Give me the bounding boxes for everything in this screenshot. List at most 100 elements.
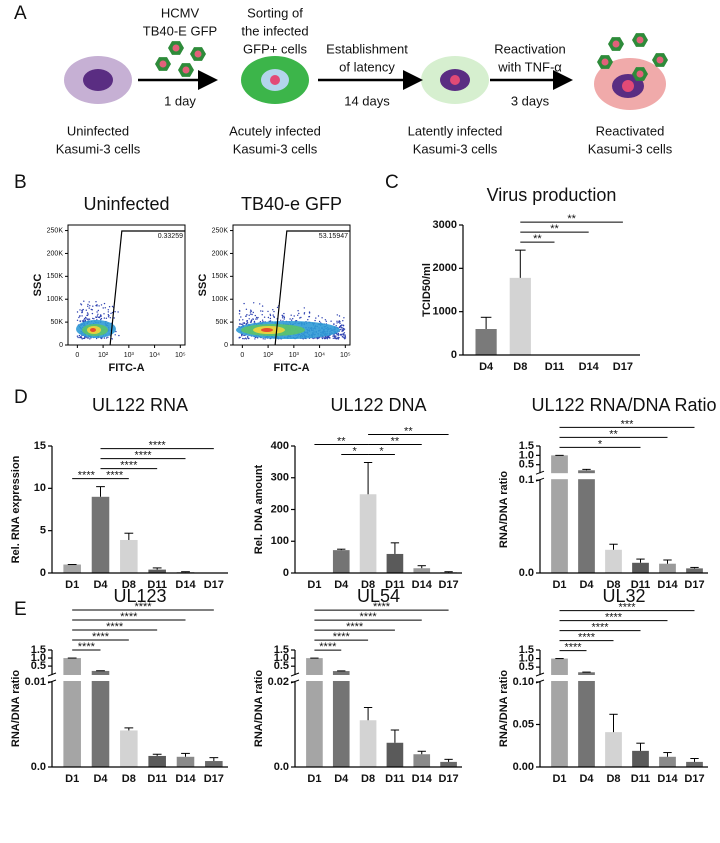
bar (359, 494, 377, 573)
significance-label: **** (319, 641, 337, 653)
y-tick-label: 1.5 (519, 644, 534, 656)
event (107, 311, 110, 313)
cell-label: Kasumi-3 cells (413, 141, 498, 156)
x-tick-label: D17 (613, 361, 633, 373)
cell-label: Kasumi-3 cells (588, 141, 673, 156)
event (95, 337, 98, 340)
event (341, 324, 343, 326)
cell-label: Uninfected (67, 123, 129, 138)
significance-label: **** (360, 611, 378, 623)
event (88, 307, 90, 309)
bar (413, 754, 431, 767)
x-tick-label: D8 (361, 773, 375, 785)
event (328, 335, 330, 337)
y-tick-label: 1.0 (519, 449, 534, 461)
bar (148, 755, 166, 767)
y-tick-label: 5 (40, 525, 46, 537)
event (261, 314, 263, 316)
y-tick-label: 1000 (433, 306, 457, 318)
event (259, 303, 261, 305)
viral-genome (450, 75, 460, 85)
axis-break-gap (532, 473, 710, 480)
chart-title: UL122 RNA (92, 395, 188, 415)
event (107, 314, 110, 316)
x-tick-label: 10⁵ (340, 352, 351, 359)
event (243, 334, 245, 337)
y-tick-label: 0.0 (519, 567, 534, 579)
event (342, 320, 344, 322)
event (242, 319, 244, 321)
x-tick-label: D11 (385, 773, 405, 785)
event (252, 311, 254, 314)
event (326, 336, 329, 339)
event (341, 330, 343, 333)
y-tick-label: 0.1 (519, 474, 534, 486)
cell-label: Acutely infected (229, 123, 321, 138)
x-tick-label: 10² (98, 352, 109, 359)
event (340, 333, 342, 336)
virion-core (601, 58, 609, 66)
event (242, 337, 244, 340)
y-tick-label: 0 (283, 567, 289, 579)
x-tick-label: D17 (204, 579, 224, 591)
event (261, 305, 264, 307)
event (89, 305, 91, 307)
virion-core (656, 56, 664, 64)
density-region (261, 328, 273, 332)
event (250, 310, 253, 312)
event (100, 314, 102, 316)
significance-label: **** (564, 641, 582, 653)
x-tick-label: D8 (606, 579, 620, 591)
cell-label: Latently infected (408, 123, 503, 138)
event (312, 337, 314, 340)
event (260, 310, 262, 312)
y-tick-label: 0.5 (274, 660, 289, 672)
axis-break-mark (47, 672, 57, 677)
x-tick-label: 10³ (124, 352, 135, 359)
event (289, 318, 291, 320)
panel-label: A (14, 3, 27, 24)
bar (659, 756, 676, 767)
event (86, 337, 89, 339)
y-tick-label: 100 (271, 535, 289, 547)
x-axis-label: FITC-A (273, 362, 309, 374)
event (83, 300, 85, 302)
event (240, 316, 242, 318)
event (307, 319, 309, 321)
event (272, 309, 274, 311)
x-tick-label: D14 (412, 773, 433, 785)
event (108, 306, 111, 308)
significance-label: * (598, 438, 603, 450)
bar (120, 730, 138, 767)
event (245, 323, 247, 325)
event (341, 334, 343, 336)
gate (274, 230, 350, 346)
event (103, 302, 106, 305)
event (95, 301, 97, 303)
event (252, 318, 254, 320)
step-note: GFP+ cells (243, 41, 307, 56)
axis-break-gap (44, 674, 230, 681)
event (262, 310, 264, 312)
chart-title: Virus production (487, 185, 617, 205)
event (238, 313, 241, 315)
y-tick-label: 1.0 (31, 652, 46, 664)
significance-label: **** (78, 470, 96, 482)
event (335, 325, 337, 327)
event (321, 317, 323, 319)
x-tick-label: D17 (684, 579, 704, 591)
event (103, 313, 105, 315)
step-duration: 3 days (511, 93, 550, 108)
x-tick-label: D14 (657, 579, 678, 591)
event (249, 311, 252, 313)
bar (359, 720, 377, 767)
significance-label: ** (337, 435, 346, 447)
event (299, 317, 301, 319)
event (84, 320, 87, 322)
event (89, 338, 91, 340)
event (338, 326, 341, 329)
bar (176, 756, 195, 767)
x-tick-label: D8 (361, 579, 375, 591)
x-tick-label: 10³ (289, 352, 300, 359)
